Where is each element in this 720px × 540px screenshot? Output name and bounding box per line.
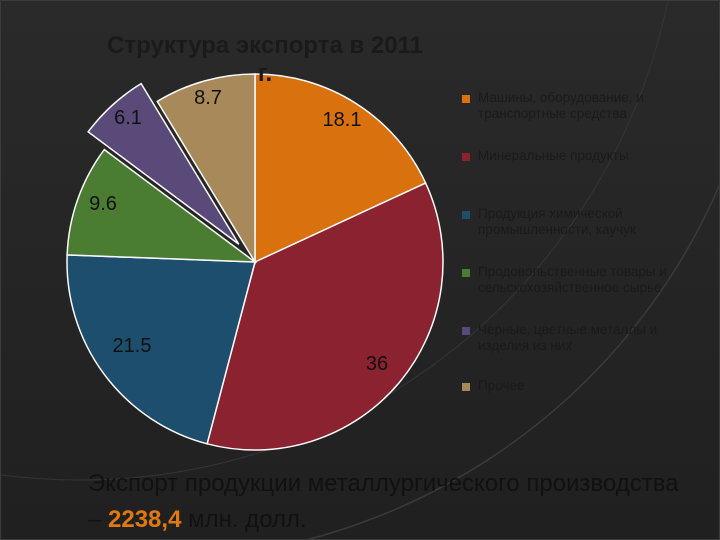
slice-value-label: 6.1 [114, 107, 142, 129]
legend-item: Машины, оборудование, и транспортные сре… [462, 90, 712, 122]
slice-value-label: 18.1 [323, 109, 362, 131]
legend-item: Прочее [462, 378, 712, 394]
pie-slice [254, 73, 427, 264]
pie-slice [206, 182, 444, 451]
pie-slice [156, 73, 256, 265]
caption-text: Экспорт продукции металлургического прои… [88, 470, 679, 533]
pie-slice [87, 82, 240, 245]
legend-swatch [462, 211, 470, 219]
caption-value: 2238,4 [108, 506, 182, 533]
legend-label: Минеральные продукты [478, 148, 629, 163]
legend-label: Прочее [478, 378, 525, 393]
legend-swatch [462, 327, 470, 335]
slice-value-label: 36 [366, 353, 388, 375]
legend-label: Машины, оборудование, и транспортные сре… [478, 90, 644, 121]
slice-value-label: 21.5 [113, 335, 152, 357]
legend-item: Минеральные продукты [462, 148, 712, 164]
legend-swatch [462, 95, 470, 103]
legend-item: Продукция химической промышленности, кау… [462, 206, 712, 238]
slice-value-label: 8.7 [194, 87, 222, 109]
pie-slice [66, 148, 258, 263]
legend-swatch [462, 383, 470, 391]
legend-swatch [462, 153, 470, 161]
chart-title: Структура экспорта в 2011 г. [107, 32, 423, 87]
legend-item: Черные, цветные металлы и изделия из них [462, 322, 712, 354]
legend-label: Продовольственные товары и сельскохозяйс… [478, 264, 667, 295]
legend-label: Черные, цветные металлы и изделия из них [478, 322, 658, 353]
caption: Экспорт продукции металлургического прои… [88, 466, 688, 538]
slice-value-label: 9.6 [89, 193, 117, 215]
legend-label: Продукция химической промышленности, кау… [478, 206, 636, 237]
pie-slice [66, 254, 256, 445]
caption-unit: млн. долл. [181, 506, 307, 533]
legend-item: Продовольственные товары и сельскохозяйс… [462, 264, 712, 296]
legend-swatch [462, 269, 470, 277]
